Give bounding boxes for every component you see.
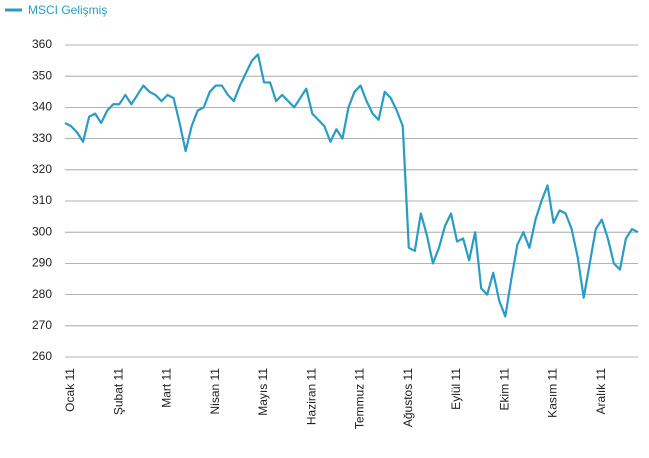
- y-tick-label: 300: [32, 224, 52, 238]
- y-tick-label: 260: [32, 349, 52, 363]
- y-tick-label: 310: [32, 193, 52, 207]
- x-tick-label: Ekim 11: [497, 368, 511, 411]
- line: [64, 53, 639, 318]
- x-tick-label: Eylül 11: [449, 368, 463, 410]
- y-tick-label: 330: [32, 131, 52, 145]
- y-tick-label: 290: [32, 256, 52, 270]
- y-tick-label: 320: [32, 162, 52, 176]
- y-tick-label: 360: [32, 37, 52, 51]
- x-tick-label: Ağustos 11: [401, 368, 415, 427]
- legend-label: MSCI Gelişmiş: [28, 3, 107, 17]
- x-tick-label: Ocak 11: [63, 368, 77, 412]
- x-tick-label: Aralık 11: [594, 368, 608, 415]
- x-tick-label: Şubat 11: [111, 368, 125, 415]
- y-tick-label: 350: [32, 68, 52, 82]
- y-tick-label: 270: [32, 318, 52, 332]
- x-tick-label: Mart 11: [160, 368, 174, 408]
- x-tick-label: Mayıs 11: [256, 368, 270, 416]
- y-tick-label: 280: [32, 287, 52, 301]
- x-tick-label: Haziran 11: [304, 368, 318, 425]
- x-tick-label: Nisan 11: [208, 368, 222, 415]
- x-tick-label: Temmuz 11: [353, 368, 367, 429]
- x-tick-label: Kasım 11: [546, 368, 560, 418]
- y-tick-label: 340: [32, 100, 52, 114]
